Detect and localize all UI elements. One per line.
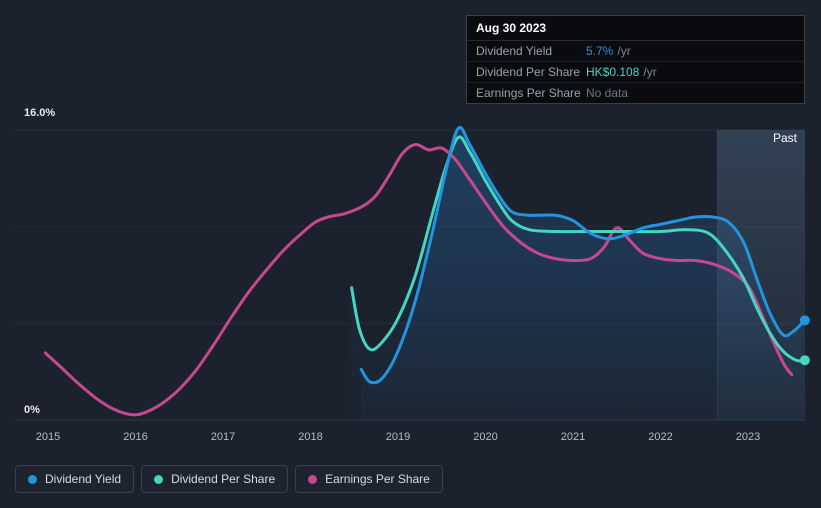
- y-axis-label-max: 16.0%: [24, 107, 56, 119]
- tooltip-row-dividend-yield: Dividend Yield 5.7% /yr: [467, 41, 804, 62]
- legend-item-dividend-per-share[interactable]: Dividend Per Share: [141, 465, 289, 493]
- tooltip-row-suffix: /yr: [643, 65, 657, 79]
- past-region: [716, 130, 805, 420]
- x-axis-label: 2019: [385, 431, 411, 443]
- x-axis-label: 2021: [560, 431, 586, 443]
- dividend-yield-dot-icon: [28, 474, 37, 484]
- tooltip-row-earnings-per-share: Earnings Per Share No data: [467, 83, 804, 103]
- tooltip-row-label: Dividend Yield: [476, 44, 553, 58]
- series-line-dividend-per-share: [350, 135, 807, 363]
- legend-label: Dividend Yield: [45, 472, 122, 486]
- legend-label: Dividend Per Share: [171, 472, 276, 486]
- area-fills: [351, 127, 805, 421]
- x-axis-label: 2023: [735, 431, 761, 443]
- tooltip-row-dividend-per-share: Dividend Per Share HK$0.108 /yr: [467, 62, 804, 83]
- tooltip-date: Aug 30 2023: [467, 16, 804, 41]
- series-lines: [43, 125, 810, 417]
- tooltip-row-value: No data: [586, 86, 629, 100]
- tooltip-row-suffix: /yr: [617, 44, 631, 58]
- x-axis-label: 2022: [648, 431, 673, 443]
- tooltip-row-label: Earnings Per Share: [476, 86, 581, 100]
- series-end-dot-dividend-yield: [799, 315, 810, 326]
- tooltip-row-label: Dividend Per Share: [476, 65, 581, 79]
- x-axis-label: 2016: [123, 431, 148, 443]
- y-axis-label-min: 0%: [24, 404, 40, 416]
- series-end-dot-dividend-per-share: [799, 355, 810, 366]
- tooltip-row-value: HK$0.108: [586, 65, 640, 79]
- x-axis-label: 2020: [473, 431, 498, 443]
- x-axis-label: 2018: [298, 431, 323, 443]
- chart-legend: Dividend Yield Dividend Per Share Earnin…: [15, 465, 443, 493]
- legend-label: Earnings Per Share: [325, 472, 430, 486]
- past-region-label: Past: [772, 131, 797, 145]
- earnings-per-share-dot-icon: [308, 474, 318, 484]
- area-fill-dividend-yield: [361, 127, 805, 421]
- series-line-dividend-yield: [359, 125, 807, 385]
- legend-item-earnings-per-share[interactable]: Earnings Per Share: [295, 465, 443, 493]
- x-axis: 2015 2016 2017 2018 2019 2020 2021 2022 2023: [0, 431, 821, 445]
- x-axis-label: 2017: [210, 431, 236, 443]
- chart-tooltip: Aug 30 2023 Dividend Yield 5.7% /yr Divi…: [466, 15, 805, 104]
- x-axis-label: 2015: [35, 431, 61, 443]
- dividend-per-share-dot-icon: [154, 474, 164, 484]
- legend-item-dividend-yield[interactable]: Dividend Yield: [15, 465, 135, 493]
- series-line-earnings-per-share: [43, 142, 794, 417]
- tooltip-row-value: 5.7%: [586, 44, 614, 58]
